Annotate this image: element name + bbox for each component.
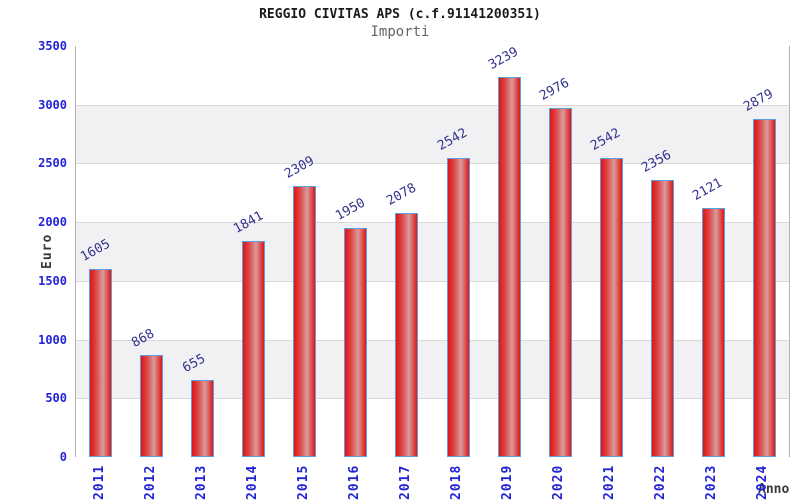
x-tick-label: 2012 (143, 464, 158, 500)
plot-band (76, 222, 789, 281)
plot-band (76, 163, 789, 223)
x-tick-label: 2016 (347, 464, 362, 500)
x-tick-label: 2020 (551, 464, 566, 500)
bar (191, 380, 214, 457)
x-tick-label: 2013 (194, 464, 209, 500)
y-tick-label: 3000 (38, 98, 67, 112)
y-tick-label: 0 (59, 450, 67, 464)
plot-band (76, 280, 789, 340)
x-tick-label: 2021 (602, 464, 617, 500)
y-tick-label: 1000 (38, 333, 67, 347)
plot-band (76, 398, 789, 457)
x-tick-label: 2022 (653, 464, 668, 500)
bar (140, 355, 163, 457)
y-tick-label: 2500 (38, 156, 67, 170)
bar (344, 228, 367, 457)
bar (89, 269, 112, 457)
x-axis-title: Anno (758, 482, 790, 497)
gridline (76, 105, 789, 106)
plot-band (76, 104, 789, 164)
x-tick-label: 2019 (500, 464, 515, 500)
x-tick-label: 2017 (398, 464, 413, 500)
gridline (76, 340, 789, 341)
chart-title: REGGIO CIVITAS APS (c.f.91141200351) (259, 7, 541, 22)
bar (702, 208, 725, 457)
x-tick-label: 2023 (704, 464, 719, 500)
bar (600, 158, 623, 457)
x-tick-label: 2014 (245, 464, 260, 500)
x-tick-label: 2018 (449, 464, 464, 500)
y-tick-label: 3500 (38, 39, 67, 53)
y-tick-label: 500 (45, 391, 67, 405)
bar (447, 158, 470, 457)
gridline (76, 222, 789, 223)
gridline (76, 163, 789, 164)
chart-subtitle: Importi (370, 24, 430, 40)
y-tick-label: 1500 (38, 274, 67, 288)
gridline (76, 281, 789, 282)
bar (242, 241, 265, 457)
plot-band (76, 46, 789, 105)
x-tick-label: 2015 (296, 464, 311, 500)
bar (293, 186, 316, 457)
x-tick-label: 2024 (755, 464, 770, 500)
y-axis-title: Euro (40, 233, 55, 269)
bar (651, 180, 674, 457)
y-tick-label: 2000 (38, 215, 67, 229)
bar (498, 77, 521, 457)
bar (753, 119, 776, 457)
bar (395, 213, 418, 457)
bar (549, 108, 572, 457)
x-tick-label: 2011 (92, 464, 107, 500)
gridline (76, 398, 789, 399)
